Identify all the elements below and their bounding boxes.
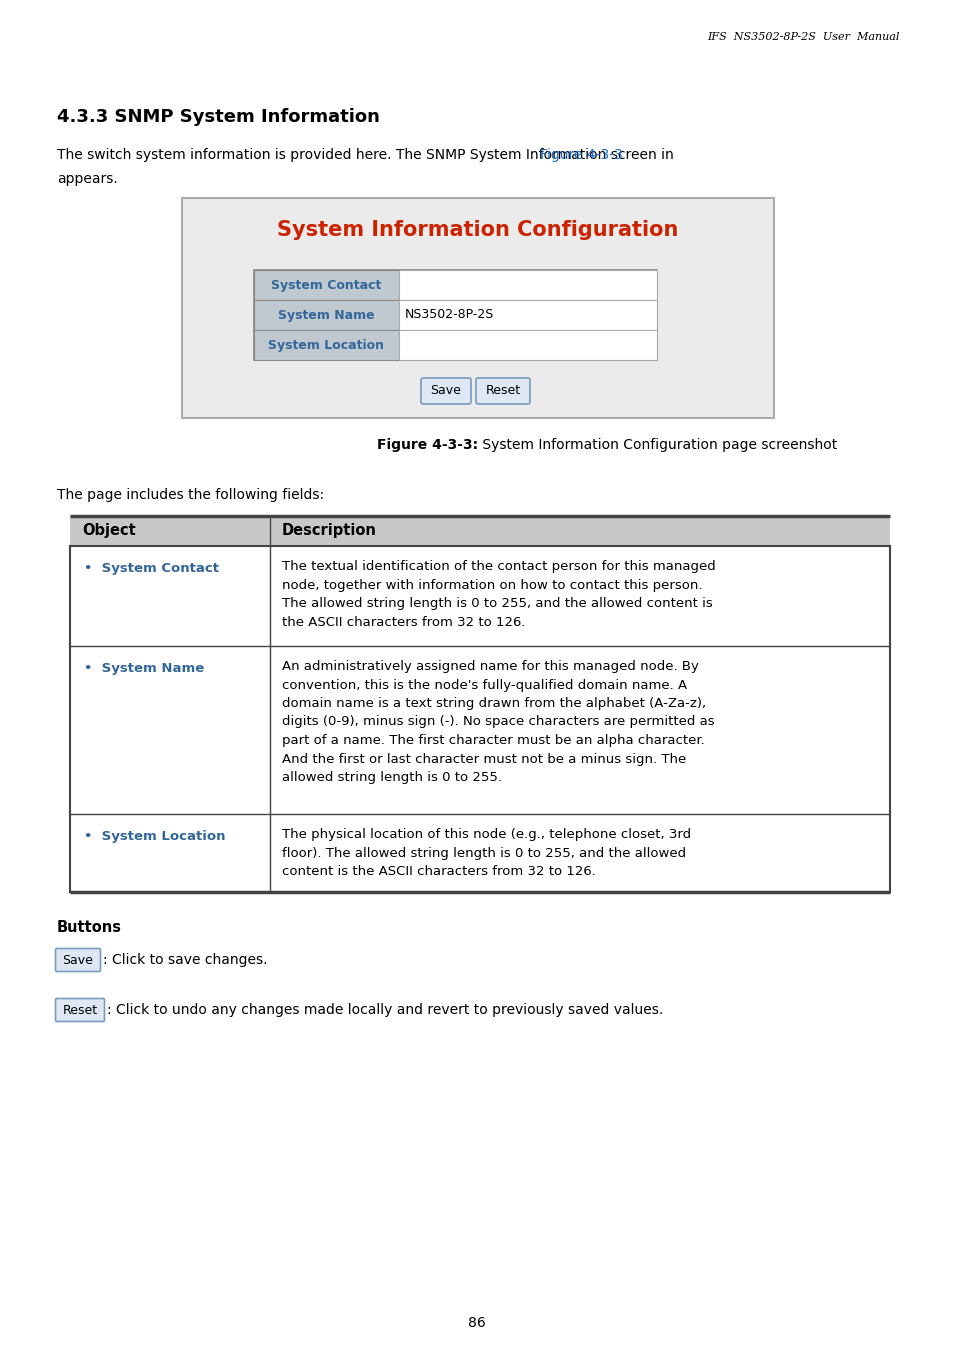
Text: Figure 4-3-3: Figure 4-3-3 [539, 148, 622, 162]
Bar [398, 300, 657, 329]
Text: 86: 86 [468, 1316, 485, 1330]
FancyBboxPatch shape [55, 949, 100, 972]
Text: IFS  NS3502-8P-2S  User  Manual: IFS NS3502-8P-2S User Manual [707, 32, 899, 42]
FancyBboxPatch shape [420, 378, 471, 404]
Text: : Click to save changes.: : Click to save changes. [103, 953, 267, 967]
Text: Reset: Reset [485, 385, 520, 397]
Text: An administratively assigned name for this managed node. By: An administratively assigned name for th… [282, 660, 699, 674]
Text: Object: Object [82, 524, 135, 539]
Text: Reset: Reset [62, 1003, 97, 1017]
Text: The switch system information is provided here. The SNMP System Information scre: The switch system information is provide… [57, 148, 678, 162]
Text: The textual identification of the contact person for this managed: The textual identification of the contac… [282, 560, 715, 572]
Bar [398, 270, 657, 300]
Bar [398, 329, 657, 360]
Text: 4.3.3 SNMP System Information: 4.3.3 SNMP System Information [57, 108, 379, 126]
Text: appears.: appears. [57, 171, 117, 186]
Text: System Location: System Location [268, 339, 384, 351]
Text: System Name: System Name [278, 309, 375, 321]
Text: System Contact: System Contact [271, 278, 381, 292]
Text: domain name is a text string drawn from the alphabet (A-Za-z),: domain name is a text string drawn from … [282, 697, 705, 710]
Text: •  System Contact: • System Contact [84, 562, 219, 575]
Bar [182, 198, 773, 418]
Text: Figure 4-3-3:: Figure 4-3-3: [376, 437, 477, 452]
Text: The allowed string length is 0 to 255, and the allowed content is: The allowed string length is 0 to 255, a… [282, 597, 712, 610]
Text: node, together with information on how to contact this person.: node, together with information on how t… [282, 579, 701, 591]
FancyBboxPatch shape [476, 378, 530, 404]
Text: digits (0-9), minus sign (-). No space characters are permitted as: digits (0-9), minus sign (-). No space c… [282, 716, 714, 729]
Text: convention, this is the node's fully-qualified domain name. A: convention, this is the node's fully-qua… [282, 679, 686, 691]
Text: •  System Name: • System Name [84, 662, 204, 675]
Text: allowed string length is 0 to 255.: allowed string length is 0 to 255. [282, 771, 501, 784]
Bar [253, 270, 398, 300]
Text: The physical location of this node (e.g., telephone closet, 3rd: The physical location of this node (e.g.… [282, 828, 690, 841]
Text: System Information Configuration: System Information Configuration [277, 220, 678, 240]
Text: The page includes the following fields:: The page includes the following fields: [57, 487, 324, 502]
Text: And the first or last character must not be a minus sign. The: And the first or last character must not… [282, 752, 685, 765]
Text: Save: Save [430, 385, 461, 397]
Text: NS3502-8P-2S: NS3502-8P-2S [405, 309, 494, 321]
Text: System Information Configuration page screenshot: System Information Configuration page sc… [477, 437, 837, 452]
Text: floor). The allowed string length is 0 to 255, and the allowed: floor). The allowed string length is 0 t… [282, 846, 685, 860]
Text: the ASCII characters from 32 to 126.: the ASCII characters from 32 to 126. [282, 616, 525, 629]
Text: Description: Description [282, 524, 376, 539]
FancyBboxPatch shape [55, 999, 105, 1022]
Text: •  System Location: • System Location [84, 830, 225, 842]
Text: part of a name. The first character must be an alpha character.: part of a name. The first character must… [282, 734, 704, 747]
Text: Buttons: Buttons [57, 919, 122, 936]
Text: content is the ASCII characters from 32 to 126.: content is the ASCII characters from 32 … [282, 865, 596, 878]
Bar [253, 329, 398, 360]
Text: Save: Save [63, 953, 93, 967]
Bar [70, 516, 889, 545]
Bar [253, 300, 398, 329]
Text: : Click to undo any changes made locally and revert to previously saved values.: : Click to undo any changes made locally… [107, 1003, 662, 1017]
Bar [253, 270, 657, 360]
